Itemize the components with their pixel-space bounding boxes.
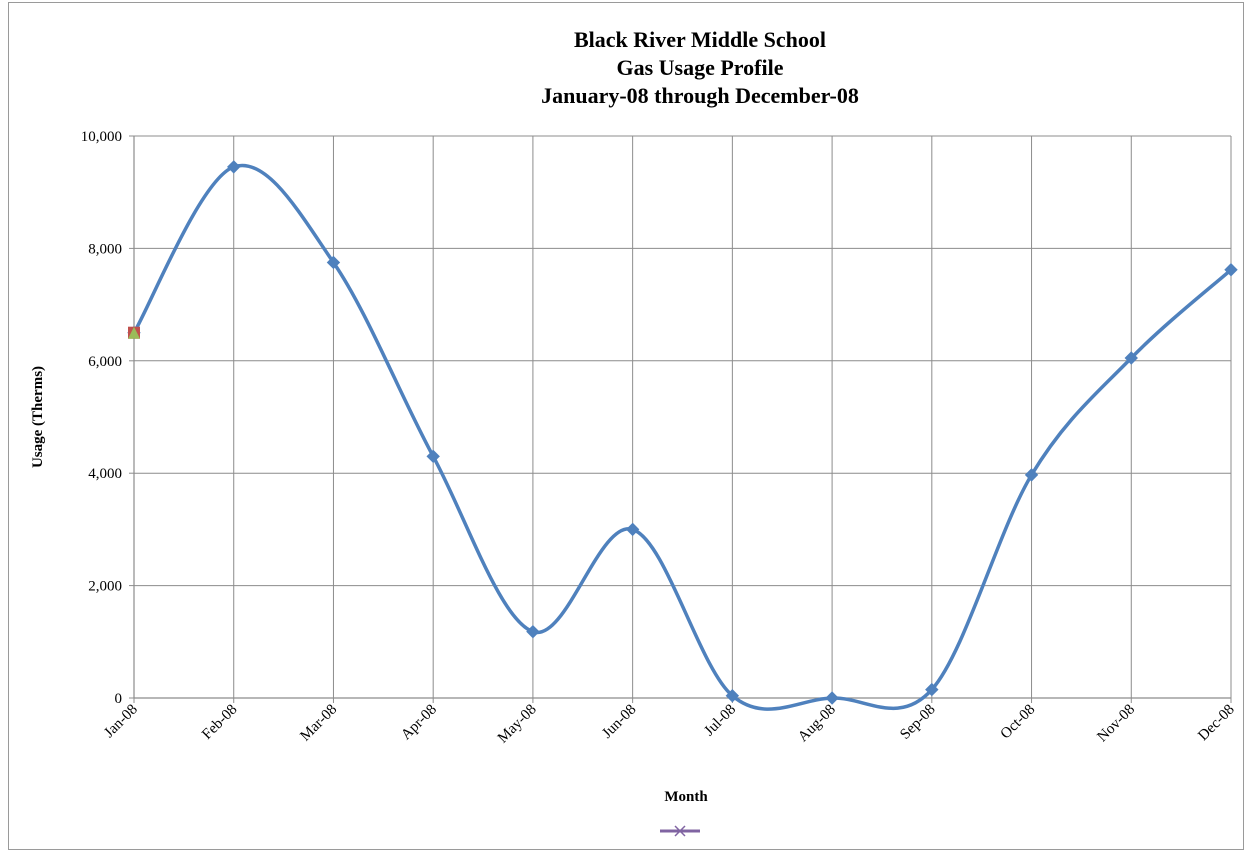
chart-title-line-1: Black River Middle School	[574, 27, 826, 52]
series-line	[132, 163, 1233, 711]
data-point-marker	[227, 160, 241, 174]
y-tick-labels: 0 2,000 4,000 6,000 8,000 10,000	[81, 129, 122, 707]
data-point-marker	[925, 682, 939, 697]
chart-title: Black River Middle School Gas Usage Prof…	[541, 27, 859, 108]
data-point-marker	[1224, 263, 1238, 277]
x-tick-label: Nov-08	[1094, 702, 1138, 746]
gridlines	[134, 135, 1232, 698]
x-tick-label: Aug-08	[795, 702, 839, 746]
data-point-marker	[1024, 468, 1039, 482]
x-tick-label: Dec-08	[1195, 702, 1238, 745]
y-tick-label: 2,000	[88, 579, 122, 595]
x-tick-label: Oct-08	[998, 702, 1039, 743]
x-tick-label: Apr-08	[398, 702, 440, 744]
data-point-marker	[426, 449, 440, 464]
y-tick-label: 10,000	[81, 129, 122, 145]
y-tick-label: 6,000	[88, 354, 122, 370]
triangle-marker	[128, 326, 140, 339]
legend-x-marker	[674, 825, 686, 837]
x-axis-label: Month	[664, 789, 708, 805]
x-tick-label: Jun-08	[599, 702, 639, 742]
x-tick-label: May-08	[495, 702, 540, 747]
x-tick-label: Jul-08	[701, 702, 739, 740]
data-point-marker	[326, 255, 341, 270]
y-tick-label: 8,000	[88, 241, 122, 257]
series-group	[127, 160, 1238, 711]
x-tick-label: Feb-08	[199, 702, 240, 743]
data-point-marker	[526, 624, 540, 639]
data-point-marker	[625, 522, 640, 537]
axes	[129, 135, 1232, 703]
data-point-marker	[725, 689, 740, 703]
x-tick-labels: Jan-08 Feb-08 Mar-08 Apr-08 May-08 Jun-08 Jul-…	[101, 702, 1238, 747]
chart-title-line-3: January-08 through December-08	[541, 83, 859, 108]
y-tick-label: 0	[115, 691, 123, 707]
data-point-marker	[1124, 351, 1138, 365]
x-tick-label: Jan-08	[101, 702, 141, 742]
data-point-marker	[825, 691, 839, 705]
y-axis-label: Usage (Therms)	[30, 366, 46, 468]
chart-title-line-2: Gas Usage Profile	[616, 55, 783, 80]
y-tick-label: 4,000	[88, 466, 122, 482]
legend	[660, 825, 700, 837]
x-tick-label: Mar-08	[297, 702, 340, 745]
chart-frame	[8, 2, 1244, 850]
